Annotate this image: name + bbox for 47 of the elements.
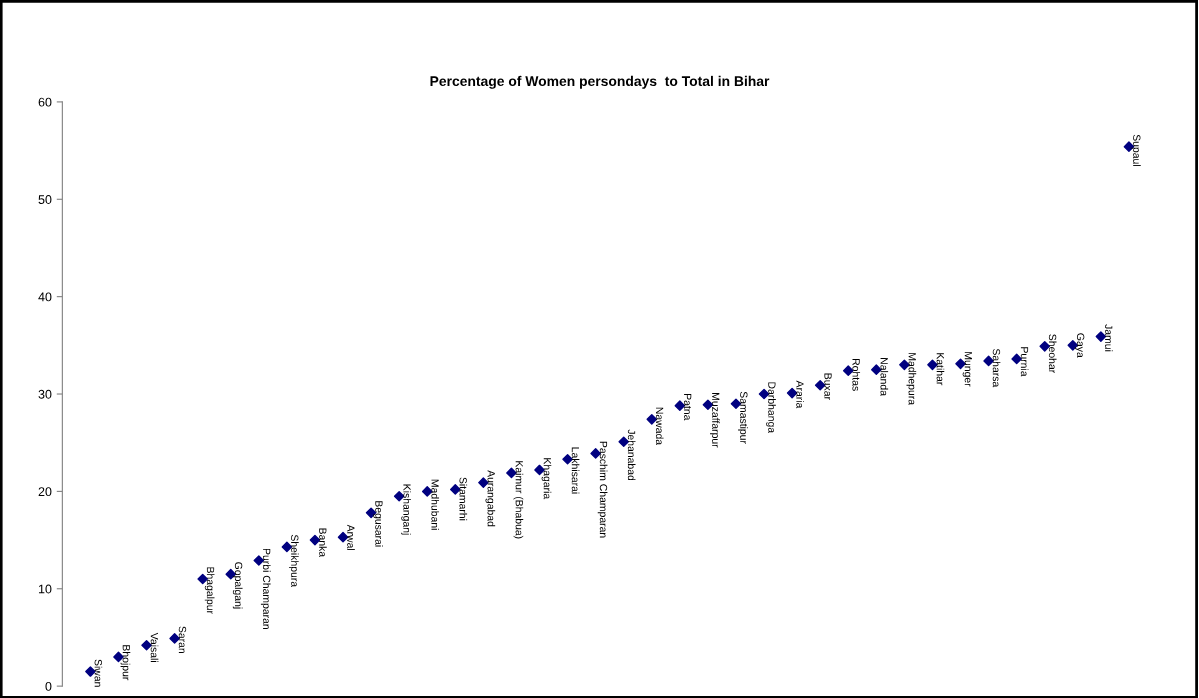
y-tick-label: 10 (38, 584, 52, 594)
y-tick-label: 60 (38, 97, 52, 107)
x-tick-label: Khagaria (541, 458, 552, 500)
x-tick-label: Lakhisarai (571, 447, 580, 494)
x-tick-label: Bhagalpur (204, 567, 215, 614)
x-tick-label: Nalanda (880, 358, 889, 396)
x-tick-label: Katihar (936, 353, 945, 386)
x-tick-label: Purbi Champaran (260, 548, 271, 629)
x-tick-label: Siwan (94, 659, 103, 687)
y-tick-label: 40 (38, 292, 52, 302)
x-tick-label: Saharsa (992, 348, 1001, 388)
x-tick-label: Sheikhpura (288, 534, 299, 588)
y-tick-label: 50 (38, 195, 52, 204)
x-tick-label: Araria (796, 380, 804, 409)
point (1011, 353, 1022, 365)
x-tick-label: Purnia (1020, 347, 1029, 377)
x-tick-label: Vaisali (150, 632, 159, 662)
x-tick-label: Munger (962, 352, 972, 387)
x-tick-label: Muzaffarpur (710, 393, 720, 448)
chart-title: Percentage of Women persondays to Total in Bihar (430, 75, 770, 89)
x-tick-label: Supaul (1131, 134, 1141, 166)
x-tick-label: Madhepura (906, 353, 917, 406)
x-tick-label: Samastipur (738, 391, 748, 444)
x-tick-label: Kishanganj (401, 484, 411, 535)
x-tick-label: Jehanabad (627, 429, 636, 481)
x-tick-label: Darbhanga (766, 382, 776, 434)
x-tick-label: Sitamarhi (459, 477, 468, 521)
x-tick-label: Arwal (347, 524, 355, 551)
x-tick-label: Nawada (655, 407, 664, 446)
x-tick-label: Kaimur (Bhabua) (513, 461, 524, 539)
x-tick-label: Buxar (824, 373, 832, 400)
x-tick-label: Madhubani (431, 479, 440, 530)
x-tick-label: Banka (319, 528, 327, 558)
x-tick-label: Sheohar (1048, 334, 1057, 374)
x-tick-label: Rohtas (852, 359, 861, 391)
x-tick-label: Patna (684, 394, 692, 421)
x-tick-label: Bhojpur (120, 645, 131, 681)
x-tick-label: Paschim Champaran (597, 441, 608, 538)
y-tick-label: 30 (38, 389, 52, 399)
x-tick-label: Gopalganj (232, 562, 243, 609)
x-tick-label: Gaya (1074, 333, 1085, 358)
x-tick-label: Saran (178, 626, 187, 654)
y-tick-label: 20 (38, 487, 52, 497)
x-tick-label: Begusarai (373, 501, 383, 547)
x-tick-label: Aurangabad (485, 470, 496, 527)
x-tick-label: Jamui (1105, 324, 1113, 352)
y-tick-label: 0 (45, 681, 52, 691)
